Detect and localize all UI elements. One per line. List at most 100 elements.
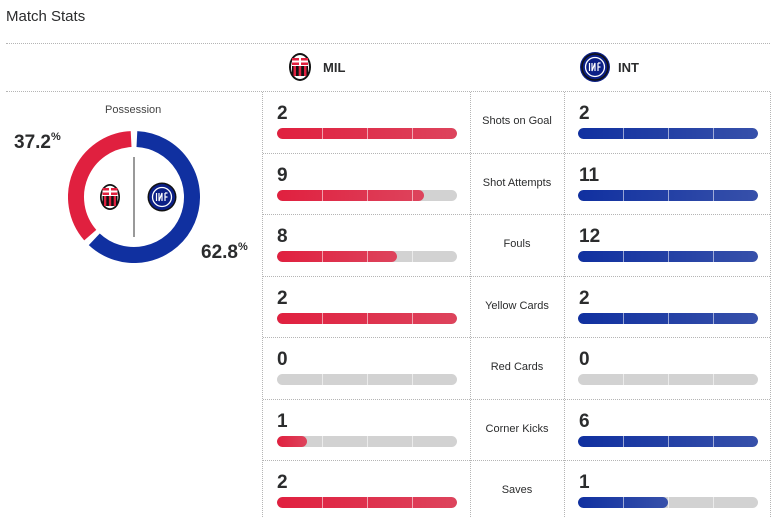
bar-segment-tick [322, 189, 323, 201]
bar-segment-tick [367, 312, 368, 324]
home-stat-value: 2 [277, 472, 288, 493]
home-stat-value: 2 [277, 103, 288, 124]
bar-segment-tick [668, 128, 669, 139]
away-stat-value: 0 [579, 349, 590, 370]
divider [6, 91, 770, 92]
away-stat-bar [578, 497, 758, 508]
home-stat-bar [277, 312, 457, 324]
bar-segment-tick [367, 128, 368, 139]
bar-segment-tick [623, 435, 624, 447]
column-divider [470, 92, 471, 517]
away-team-abbr: INT [618, 59, 639, 75]
bar-segment-tick [412, 497, 413, 508]
away-stat-bar [578, 435, 758, 447]
stat-label: Corner Kicks [485, 422, 549, 435]
bar-segment-tick [668, 435, 669, 447]
home-stat-bar-fill [277, 435, 308, 447]
away-stat-bar [578, 189, 758, 201]
row-divider [263, 398, 770, 400]
away-possession-value: 62.8% [201, 241, 248, 263]
bar-segment-tick [367, 189, 368, 201]
bar-segment-tick [367, 435, 368, 447]
away-stat-bar [578, 312, 758, 324]
bar-segment-tick [412, 312, 413, 324]
home-stat-bar [277, 497, 457, 508]
away-stat-value: 11 [579, 164, 600, 186]
inter-crest-icon [580, 52, 610, 82]
home-possession-arc [68, 131, 132, 241]
ac-milan-crest-icon [285, 52, 315, 82]
home-stat-bar [277, 251, 457, 262]
row-divider [263, 460, 770, 461]
home-stat-value: 1 [277, 410, 288, 432]
row-divider [263, 337, 770, 338]
bar-segment-tick [713, 374, 714, 385]
bar-segment-tick [322, 497, 323, 508]
bar-segment-tick [713, 497, 714, 508]
stat-label: Yellow Cards [485, 299, 549, 312]
away-team-header: INT [580, 50, 639, 84]
bar-segment-tick [322, 374, 323, 385]
home-stat-bar [277, 435, 457, 447]
match-stats-title: Match Stats [6, 8, 86, 25]
divider [6, 43, 770, 44]
bar-segment-tick [367, 497, 368, 508]
away-stat-bar [578, 128, 758, 139]
away-stat-value: 1 [579, 472, 590, 493]
bar-segment-tick [668, 251, 669, 262]
bar-segment-tick [623, 251, 624, 262]
bar-segment-tick [412, 435, 413, 447]
bar-segment-tick [623, 189, 624, 201]
bar-segment-tick [367, 251, 368, 262]
bar-segment-tick [668, 374, 669, 385]
bar-segment-tick [713, 128, 714, 139]
inter-crest-icon [147, 182, 177, 212]
home-team-abbr: MIL [323, 59, 346, 75]
stat-label: Shot Attempts [482, 176, 552, 189]
stat-label: Red Cards [490, 361, 544, 373]
bar-segment-tick [713, 251, 714, 262]
bar-segment-tick [412, 251, 413, 262]
home-stat-value: 0 [277, 349, 288, 370]
home-stat-bar-fill [277, 189, 425, 201]
stat-label: Fouls [503, 238, 531, 250]
row-divider [263, 275, 770, 277]
stat-label: Shots on Goal [482, 115, 552, 127]
column-divider [564, 92, 565, 517]
home-team-header: MIL [285, 50, 345, 84]
away-stat-value: 6 [579, 410, 590, 432]
away-stat-value: 2 [579, 287, 590, 309]
away-stat-bar [578, 374, 758, 385]
bar-segment-tick [668, 497, 669, 508]
home-stat-bar-fill [277, 251, 398, 262]
home-stat-bar [277, 189, 457, 201]
bar-segment-tick [713, 312, 714, 324]
bar-segment-tick [623, 374, 624, 385]
home-stat-bar [277, 128, 457, 139]
home-stat-value: 8 [277, 226, 288, 247]
bar-segment-tick [668, 312, 669, 324]
bar-segment-tick [713, 189, 714, 201]
possession-donut-chart [68, 131, 200, 263]
home-stat-value: 9 [277, 164, 288, 186]
home-possession-value: 37.2% [14, 131, 61, 153]
bar-segment-tick [412, 189, 413, 201]
bar-segment-tick [623, 312, 624, 324]
away-stat-bar [578, 251, 758, 262]
away-stat-value: 2 [579, 103, 590, 124]
possession-label: Possession [105, 104, 162, 116]
bar-segment-tick [412, 128, 413, 139]
column-divider [770, 92, 771, 517]
stat-label: Saves [501, 484, 533, 496]
column-divider [262, 92, 263, 517]
bar-segment-tick [322, 128, 323, 139]
row-divider [263, 214, 770, 215]
bar-segment-tick [322, 435, 323, 447]
away-stat-value: 12 [579, 226, 601, 247]
bar-segment-tick [623, 128, 624, 139]
bar-segment-tick [367, 374, 368, 385]
away-possession-arc [88, 131, 200, 263]
home-stat-bar [277, 374, 457, 385]
bar-segment-tick [322, 312, 323, 324]
bar-segment-tick [713, 435, 714, 447]
